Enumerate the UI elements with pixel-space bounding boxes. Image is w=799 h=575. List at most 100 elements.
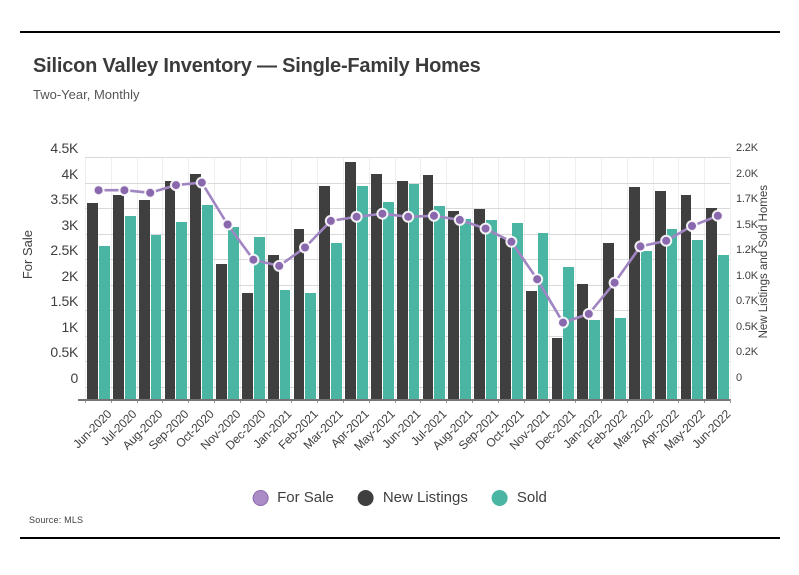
vertical-gridline: [549, 157, 551, 399]
y-axis-tick-right: 1.2K: [736, 244, 758, 257]
x-axis-tick: [239, 399, 241, 403]
bar-new-listings[interactable]: [242, 292, 253, 399]
bar-sold[interactable]: [615, 318, 626, 399]
x-axis-tick: [575, 399, 577, 403]
bar-new-listings[interactable]: [396, 181, 408, 399]
vertical-gridline: [420, 157, 422, 399]
y-axis-tick-left: 2.5K: [50, 242, 78, 259]
bar-new-listings[interactable]: [113, 194, 124, 399]
x-axis-tick: [343, 399, 344, 403]
bar-new-listings[interactable]: [603, 242, 614, 399]
bar-sold[interactable]: [279, 289, 291, 399]
bar-new-listings[interactable]: [138, 199, 150, 399]
bar-new-listings[interactable]: [577, 283, 589, 399]
bar-sold[interactable]: [434, 206, 446, 399]
x-axis-tick: [214, 399, 215, 403]
vertical-gridline: [575, 157, 577, 399]
vertical-gridline: [523, 157, 525, 399]
legend-label: For Sale: [277, 489, 334, 506]
x-axis-tick: [85, 399, 86, 403]
bar-sold[interactable]: [537, 233, 549, 399]
bar-sold[interactable]: [253, 236, 265, 399]
bar-sold[interactable]: [382, 202, 394, 399]
y-axis-tick-right: 1.7K: [736, 193, 758, 206]
vertical-gridline: [368, 157, 370, 399]
y-axis-tick-left: 4K: [61, 165, 78, 182]
bar-sold[interactable]: [589, 320, 600, 399]
bar-new-listings[interactable]: [371, 173, 382, 399]
y-axis-tick-left: 3K: [61, 216, 78, 233]
for-sale-point[interactable]: Jun-2020 · For Sale: 3.85K: [92, 184, 105, 197]
left-axis-title: For Sale: [20, 230, 35, 280]
vertical-gridline: [678, 157, 680, 399]
vertical-gridline: [730, 157, 731, 399]
bar-sold[interactable]: [486, 219, 497, 399]
vertical-gridline: [188, 157, 190, 399]
chart-legend: For Sale New Listings Sold: [252, 489, 547, 506]
y-axis-tick-right: 1.0K: [736, 269, 758, 282]
new-listings-swatch-icon: [357, 489, 374, 506]
bar-sold[interactable]: [563, 266, 575, 399]
y-axis-tick-left: 2K: [61, 267, 78, 284]
right-axis-title: New Listings and Sold Homes: [758, 185, 770, 339]
bar-sold[interactable]: [176, 221, 188, 399]
x-axis-tick: [497, 399, 499, 403]
source-note: Source: MLS: [29, 515, 84, 525]
bar-sold[interactable]: [150, 235, 162, 399]
bar-new-listings[interactable]: [293, 229, 305, 399]
bar-sold[interactable]: [666, 229, 678, 399]
bar-sold[interactable]: [124, 215, 136, 399]
bar-sold[interactable]: [228, 227, 239, 399]
bar-sold[interactable]: [692, 239, 704, 399]
bar-new-listings[interactable]: [448, 211, 460, 399]
bar-new-listings[interactable]: [190, 173, 202, 399]
bar-sold[interactable]: [640, 251, 652, 399]
bar-sold[interactable]: [202, 205, 213, 399]
vertical-gridline: [601, 157, 602, 399]
chart-subtitle: Two-Year, Monthly: [33, 87, 140, 102]
x-axis-line: [78, 399, 730, 401]
bar-sold[interactable]: [331, 242, 342, 399]
bar-new-listings[interactable]: [422, 174, 434, 399]
bar-sold[interactable]: [408, 184, 420, 399]
bar-sold[interactable]: [357, 186, 368, 399]
bar-new-listings[interactable]: [551, 337, 563, 399]
bar-sold[interactable]: [305, 292, 317, 399]
bar-new-listings[interactable]: [216, 263, 227, 399]
legend-item-new-listings[interactable]: New Listings: [357, 489, 468, 506]
vertical-gridline: [472, 157, 473, 399]
x-axis-tick: [704, 399, 706, 403]
bar-sold[interactable]: [511, 222, 523, 399]
legend-item-sold[interactable]: Sold: [491, 489, 547, 506]
x-axis-tick: [678, 399, 680, 403]
x-axis-tick: [394, 399, 396, 403]
bar-new-listings[interactable]: [500, 237, 511, 399]
for-sale-point[interactable]: Aug-2020 · For Sale: 3.8K: [144, 186, 157, 199]
y-axis-tick-left: 4.5K: [50, 140, 78, 156]
bar-new-listings[interactable]: [525, 290, 537, 399]
bar-sold[interactable]: [718, 255, 729, 399]
bar-new-listings[interactable]: [345, 162, 356, 399]
x-axis-tick: [652, 399, 654, 403]
x-axis-tick: [291, 399, 293, 403]
sold-swatch-icon: [491, 489, 508, 506]
bar-sold[interactable]: [99, 245, 110, 399]
legend-item-for-sale[interactable]: For Sale: [252, 489, 334, 506]
bar-new-listings[interactable]: [680, 194, 692, 399]
vertical-gridline: [162, 157, 164, 399]
bar-new-listings[interactable]: [267, 255, 279, 399]
bar-new-listings[interactable]: [654, 190, 666, 399]
bar-new-listings[interactable]: [87, 203, 98, 399]
vertical-gridline: [497, 157, 499, 399]
vertical-gridline: [394, 157, 396, 399]
bar-new-listings[interactable]: [706, 208, 718, 399]
x-axis-tick: [626, 399, 628, 403]
bar-new-listings[interactable]: [164, 181, 176, 399]
bar-new-listings[interactable]: [319, 186, 331, 399]
bar-new-listings[interactable]: [474, 209, 485, 399]
chart-title: Silicon Valley Inventory — Single-Family…: [33, 55, 481, 77]
bar-new-listings[interactable]: [629, 187, 640, 399]
bar-sold[interactable]: [460, 218, 471, 399]
vertical-gridline: [626, 157, 628, 399]
